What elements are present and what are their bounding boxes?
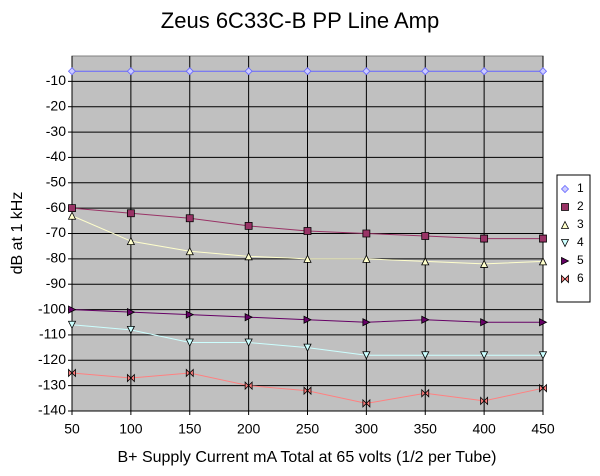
y-tick-label: -50 <box>46 173 66 189</box>
marker <box>185 67 194 76</box>
y-tick-label: -60 <box>46 199 66 215</box>
marker <box>362 398 371 408</box>
y-tick-label: -70 <box>46 224 66 240</box>
marker <box>421 232 430 240</box>
marker <box>362 254 371 263</box>
x-tick-label: 450 <box>531 421 555 437</box>
marker <box>185 338 194 347</box>
marker <box>244 221 253 230</box>
marker <box>480 396 489 406</box>
legend-marker <box>561 274 569 284</box>
marker <box>68 204 76 213</box>
marker <box>480 234 489 243</box>
x-tick-label: 100 <box>119 421 143 437</box>
marker <box>480 67 489 76</box>
marker <box>185 246 194 256</box>
marker <box>538 256 548 266</box>
marker <box>362 229 371 238</box>
marker <box>244 381 253 391</box>
marker <box>185 214 194 223</box>
y-tick-label: -30 <box>46 123 66 139</box>
marker <box>67 211 77 220</box>
y-tick-label: -10 <box>46 72 66 88</box>
marker <box>362 351 371 360</box>
marker <box>303 227 312 235</box>
marker <box>126 209 135 218</box>
legend-label: 5 <box>577 253 584 267</box>
marker <box>421 67 430 76</box>
marker <box>421 256 430 266</box>
legend-label: 1 <box>577 181 584 195</box>
legend-box <box>556 174 591 303</box>
marker <box>479 259 489 268</box>
marker <box>185 368 194 378</box>
marker <box>303 254 312 263</box>
y-tick-label: -90 <box>46 275 66 291</box>
marker <box>126 67 135 76</box>
marker <box>362 318 371 327</box>
marker <box>539 234 547 243</box>
marker <box>362 67 371 76</box>
marker <box>126 236 136 246</box>
marker <box>538 351 548 360</box>
y-axis-label: dB at 1 kHz <box>9 192 26 275</box>
marker <box>303 343 312 353</box>
marker <box>539 383 547 393</box>
x-tick-label: 300 <box>355 421 379 437</box>
marker <box>480 318 489 327</box>
marker <box>303 315 312 324</box>
marker <box>244 67 253 76</box>
x-axis-label: B+ Supply Current mA Total at 65 volts (… <box>117 449 496 466</box>
legend-marker <box>560 184 570 194</box>
marker <box>126 325 136 335</box>
chart-title: Zeus 6C33C-B PP Line Amp <box>161 8 439 33</box>
marker <box>421 315 430 324</box>
marker <box>244 313 254 322</box>
x-tick-label: 400 <box>472 421 496 437</box>
marker <box>421 351 430 360</box>
y-tick-label: -110 <box>39 326 66 342</box>
x-tick-label: 250 <box>296 421 320 437</box>
marker <box>539 318 548 327</box>
y-tick-label: -40 <box>46 148 66 164</box>
marker <box>126 307 136 317</box>
legend-label: 6 <box>577 271 584 285</box>
y-tick-label: -100 <box>38 300 66 316</box>
legend-label: 2 <box>577 199 584 213</box>
marker <box>67 67 77 76</box>
y-tick-label: -130 <box>38 376 66 392</box>
y-tick-label: -120 <box>38 351 66 367</box>
x-tick-label: 200 <box>237 421 261 437</box>
x-tick-label: 50 <box>64 421 80 437</box>
marker <box>244 338 253 347</box>
legend-marker <box>560 220 570 229</box>
marker <box>68 368 76 378</box>
marker <box>126 373 135 383</box>
marker <box>479 351 489 360</box>
marker <box>244 251 253 261</box>
y-tick-label: -20 <box>46 97 66 113</box>
marker <box>67 320 77 330</box>
y-tick-label: -80 <box>46 250 66 266</box>
legend-label: 4 <box>577 235 584 249</box>
legend-marker <box>561 256 570 266</box>
marker <box>303 386 312 396</box>
marker <box>421 388 430 398</box>
marker <box>68 305 77 314</box>
x-tick-label: 150 <box>178 421 202 437</box>
marker <box>185 310 195 319</box>
legend-label: 3 <box>577 217 584 231</box>
legend-marker <box>560 239 570 248</box>
marker <box>303 67 312 76</box>
x-tick-label: 350 <box>414 421 438 437</box>
y-tick-label: -140 <box>38 402 66 418</box>
marker <box>538 67 548 76</box>
legend-marker <box>561 203 569 211</box>
